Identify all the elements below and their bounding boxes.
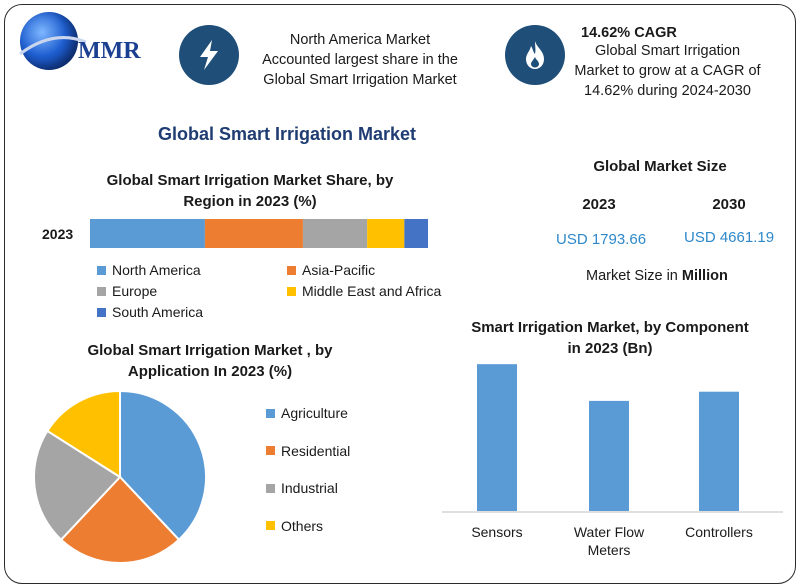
region-segment-europe xyxy=(302,219,368,248)
region-legend-item-middle-east-and-africa: Middle East and Africa xyxy=(287,283,441,299)
region-stacked-bar xyxy=(90,219,428,248)
region-chart-title-line: Region in 2023 (%) xyxy=(183,193,317,210)
application-chart-title: Global Smart Irrigation Market , by Appl… xyxy=(45,340,375,382)
legend-label: Europe xyxy=(112,283,158,299)
legend-label: North America xyxy=(112,262,201,278)
component-category-label-water-flow-meters: Water Flow Meters xyxy=(554,523,664,559)
legend-label: Industrial xyxy=(281,480,338,496)
region-bar-category-label: 2023 xyxy=(42,226,74,242)
application-legend-item-others: Others xyxy=(266,518,323,534)
component-bar-controllers xyxy=(699,391,739,511)
region-segment-north-america xyxy=(90,219,205,248)
main-title: Global Smart Irrigation Market xyxy=(158,124,417,144)
region-legend-item-europe: Europe xyxy=(97,283,157,299)
header-cagr-text: Global Smart Irrigation Market to grow a… xyxy=(570,41,765,101)
logo-text: MMR xyxy=(78,38,141,64)
region-segment-south-america xyxy=(404,219,428,248)
component-bar-sensors xyxy=(477,364,517,511)
application-legend-item-industrial: Industrial xyxy=(266,480,338,496)
legend-swatch xyxy=(266,446,275,455)
legend-label: Agriculture xyxy=(281,405,348,421)
header-cagr-line: Market to grow at a CAGR of xyxy=(574,63,761,79)
legend-label: Others xyxy=(281,517,324,534)
legend-label: Middle East and Africa xyxy=(302,283,442,299)
legend-label: Asia-Pacific xyxy=(302,262,376,278)
lightning-icon xyxy=(179,25,239,85)
header-info-line: Global Smart Irrigation Market xyxy=(263,72,457,88)
category-label-line: Sensors xyxy=(471,524,523,540)
application-legend-item-residential: Residential xyxy=(266,443,350,459)
pie-slice-residential xyxy=(59,475,181,564)
component-chart-title-line: in 2023 (Bn) xyxy=(567,340,653,357)
year-2030-label: 2030 xyxy=(712,196,746,213)
category-label-line: Water Flow xyxy=(573,524,645,540)
region-segment-asia-pacific xyxy=(204,219,303,248)
legend-swatch xyxy=(97,307,106,317)
legend-swatch xyxy=(266,521,275,530)
legend-label: Residential xyxy=(281,442,351,459)
market-size-2023-value: USD 1793.66 xyxy=(556,231,647,248)
application-pie-chart xyxy=(33,389,207,564)
category-label-line: Meters xyxy=(587,542,631,558)
cagr-title: 14.62% CAGR xyxy=(581,25,677,41)
region-legend-item-north-america: North America xyxy=(97,262,201,278)
application-chart-title-line: Application In 2023 (%) xyxy=(127,363,293,380)
legend-swatch xyxy=(266,483,275,493)
pie-slice-others xyxy=(46,389,121,479)
component-chart-title: Smart Irrigation Market, by Component in… xyxy=(440,317,780,359)
market-size-title: Global Market Size xyxy=(593,158,727,175)
header-cagr-line: Global Smart Irrigation xyxy=(594,43,741,59)
header-cagr-line: 14.62% during 2024-2030 xyxy=(584,83,751,99)
region-chart-title-line: Global Smart Irrigation Market Share, by xyxy=(106,172,394,189)
legend-swatch xyxy=(287,265,296,275)
pie-slice-agriculture xyxy=(119,389,207,542)
region-segment-middle-east-and-africa xyxy=(367,219,405,248)
component-category-label-sensors: Sensors xyxy=(442,523,552,541)
application-chart-title-line: Global Smart Irrigation Market , by xyxy=(87,342,333,359)
flame-icon xyxy=(505,25,565,85)
unit-value: Million xyxy=(681,268,728,284)
market-size-unit-note: Market Size in Million xyxy=(586,268,728,284)
header-info-region: North America Market Accounted largest s… xyxy=(245,30,475,90)
year-2023-label: 2023 xyxy=(582,196,616,213)
legend-swatch xyxy=(97,265,106,275)
legend-swatch xyxy=(97,286,106,296)
component-bar-chart xyxy=(442,364,783,513)
globe-logo-icon xyxy=(20,12,78,70)
region-chart-title: Global Smart Irrigation Market Share, by… xyxy=(60,170,440,212)
header-info-line: North America Market xyxy=(289,32,431,48)
component-bar-water-flow-meters xyxy=(589,400,629,511)
pie-slice-industrial xyxy=(33,429,122,542)
component-chart-title-line: Smart Irrigation Market, by Component xyxy=(471,319,749,336)
application-legend-item-agriculture: Agriculture xyxy=(266,405,348,421)
legend-swatch xyxy=(287,286,296,296)
legend-label: South America xyxy=(112,304,204,320)
region-legend-item-south-america: South America xyxy=(97,304,203,320)
header-info-line: Accounted largest share in the xyxy=(262,52,458,68)
legend-swatch xyxy=(266,408,275,418)
market-size-2030-value: USD 4661.19 xyxy=(684,229,775,246)
component-category-label-controllers: Controllers xyxy=(664,523,774,541)
unit-prefix: Market Size in xyxy=(586,268,678,284)
region-legend-item-asia-pacific: Asia-Pacific xyxy=(287,262,375,278)
category-label-line: Controllers xyxy=(685,524,753,540)
logo-swoosh-icon xyxy=(19,36,87,56)
